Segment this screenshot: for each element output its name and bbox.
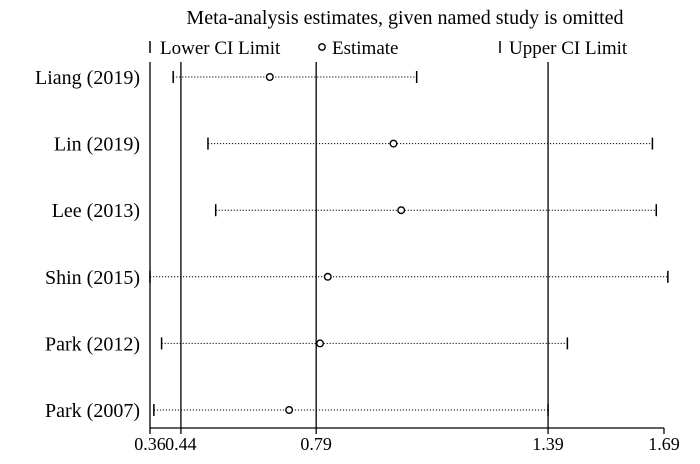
study-label: Park (2007) xyxy=(45,400,140,422)
study-label: Liang (2019) xyxy=(35,67,140,89)
x-tick-label: 1.39 xyxy=(532,434,564,454)
x-axis-ticks: 0.36 0.44 0.79 1.39 1.69 xyxy=(134,428,680,454)
x-tick-label: 1.69 xyxy=(648,434,680,454)
x-tick-label: 0.44 xyxy=(165,434,197,454)
x-tick-label: 0.79 xyxy=(300,434,332,454)
legend-estimate-label: Estimate xyxy=(332,38,398,59)
legend-estimate-marker xyxy=(318,43,326,51)
study-rows: Liang (2019) Lin (2019) Lee (2013) Shin (20… xyxy=(35,67,669,422)
estimate-point xyxy=(265,72,274,81)
study-label: Shin (2015) xyxy=(45,267,140,289)
estimate-point xyxy=(285,406,294,415)
legend: Lower CI Limit Estimate Upper CI Limit xyxy=(149,38,628,59)
legend-upper-label: Upper CI Limit xyxy=(509,38,628,59)
study-label: Lee (2013) xyxy=(52,200,140,222)
plot-frame xyxy=(149,62,664,429)
estimate-point xyxy=(323,272,332,281)
study-label: Park (2012) xyxy=(45,333,140,355)
estimate-point xyxy=(389,139,398,148)
study-label: Lin (2019) xyxy=(54,134,140,156)
legend-lower-label: Lower CI Limit xyxy=(160,38,281,59)
estimate-point xyxy=(397,206,406,215)
reference-lines xyxy=(180,62,549,428)
x-tick-label: 0.36 xyxy=(134,434,166,454)
chart-title: Meta-analysis estimates, given named stu… xyxy=(186,7,623,29)
estimate-point xyxy=(316,339,325,348)
